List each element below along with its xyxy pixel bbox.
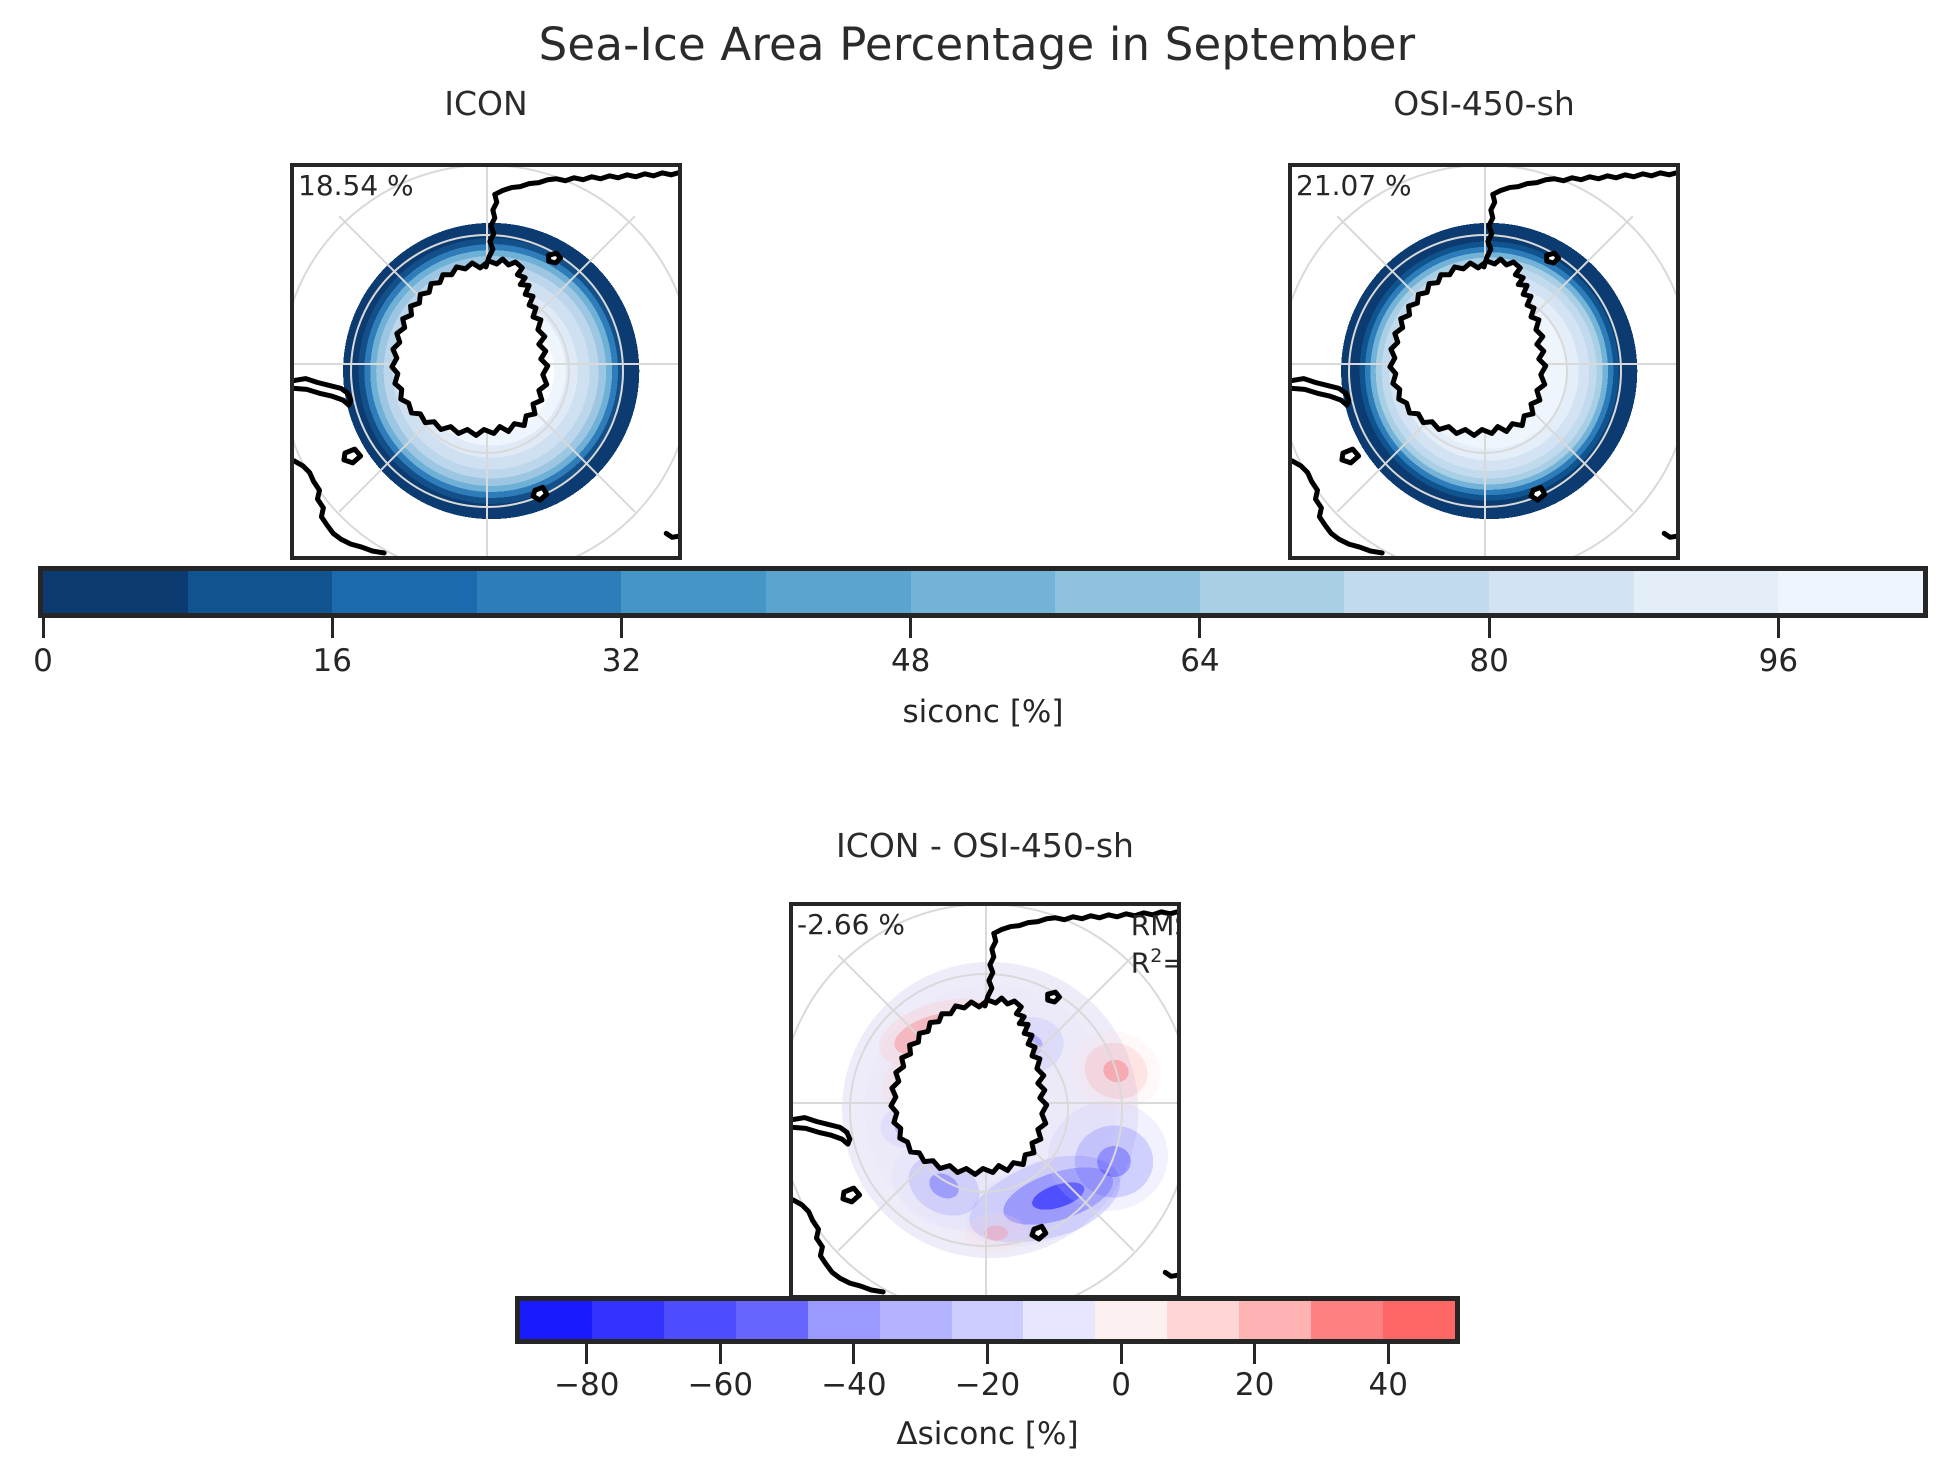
colorbar-tick-5 [1487, 618, 1491, 638]
colorbar-main-title: siconc [%] [902, 694, 1064, 730]
colorbar-tick-5 [1253, 1344, 1257, 1364]
colorbar-tick-label-6: 40 [1368, 1367, 1408, 1403]
colorbar-difference-bands [515, 1296, 1460, 1344]
colorbar-band-8 [1199, 571, 1345, 613]
colorbar-band-0 [43, 571, 188, 613]
colorbar-band-5 [879, 1301, 952, 1339]
colorbar-tick-2 [619, 618, 623, 638]
colorbar-band-6 [951, 1301, 1024, 1339]
r-squared-value: =0.91 [1162, 946, 1177, 979]
colorbar-band-11 [1633, 571, 1779, 613]
colorbar-band-4 [621, 571, 767, 613]
panel-title-model: ICON [444, 84, 528, 123]
colorbar-tick-3 [986, 1344, 989, 1364]
colorbar-main-tick-labels: 0 16 32 48 64 80 96 [33, 643, 1928, 683]
colorbar-tick-label-0: 0 [33, 643, 53, 679]
map-clip-model [294, 167, 678, 556]
colorbar-tick-label-4: 64 [1180, 643, 1220, 679]
colorbar-main-bands [38, 566, 1928, 618]
colorbar-difference-ticks [515, 1344, 1460, 1364]
colorbar-band-8 [1095, 1301, 1168, 1339]
colorbar-band-12 [1778, 571, 1923, 613]
colorbar-difference-tick-labels: −80 −60 −40 −20 0 20 40 [515, 1367, 1460, 1407]
colorbar-tick-label-2: −40 [821, 1367, 887, 1403]
colorbar-band-12 [1383, 1301, 1455, 1339]
colorbar-tick-1 [330, 618, 334, 638]
map-axes-difference[interactable]: -2.66 % RMSE=10.28 % R2=0.91 [789, 902, 1181, 1299]
colorbar-band-1 [591, 1301, 664, 1339]
map-axes-observation[interactable]: 21.07 % [1288, 163, 1680, 560]
coastline-overlay-difference [793, 906, 1177, 1295]
colorbar-band-9 [1167, 1301, 1240, 1339]
panel-title-difference: ICON - OSI-450-sh [836, 826, 1134, 865]
colorbar-tick-4 [1198, 618, 1202, 638]
colorbar-tick-label-1: −60 [687, 1367, 754, 1403]
colorbar-difference-title: Δsiconc [%] [896, 1416, 1079, 1452]
annotation-mean-observation: 21.07 % [1296, 169, 1412, 202]
colorbar-tick-4 [1119, 1344, 1123, 1364]
colorbar-band-0 [520, 1301, 592, 1339]
colorbar-tick-6 [1386, 1344, 1390, 1364]
colorbar-band-3 [476, 571, 622, 613]
colorbar-band-10 [1489, 571, 1634, 613]
colorbar-band-4 [807, 1301, 880, 1339]
colorbar-difference[interactable] [515, 1296, 1460, 1344]
colorbar-tick-2 [852, 1344, 856, 1364]
map-axes-model[interactable]: 18.54 % [290, 163, 682, 560]
annotation-metrics-difference: RMSE=10.28 % R2=0.91 [1130, 908, 1177, 981]
colorbar-tick-label-4: 0 [1111, 1367, 1131, 1403]
colorbar-tick-label-3: −20 [954, 1367, 1021, 1403]
colorbar-main-ticks [38, 618, 1928, 640]
colorbar-tick-label-5: 20 [1234, 1367, 1275, 1403]
annotation-mean-model: 18.54 % [298, 169, 414, 202]
annotation-r-squared: R2=0.91 [1130, 944, 1177, 981]
panel-title-observation: OSI-450-sh [1393, 84, 1575, 123]
colorbar-tick-label-1: 16 [312, 643, 352, 679]
colorbar-band-2 [332, 571, 477, 613]
colorbar-tick-label-2: 32 [601, 643, 642, 679]
colorbar-band-11 [1311, 1301, 1384, 1339]
map-clip-observation [1292, 167, 1676, 556]
coastline-overlay-model [294, 167, 678, 556]
colorbar-tick-label-3: 48 [890, 643, 931, 679]
colorbar-band-3 [735, 1301, 808, 1339]
colorbar-tick-1 [718, 1344, 722, 1364]
coastline-overlay-observation [1292, 167, 1676, 556]
annotation-rmse: RMSE=10.28 % [1130, 909, 1177, 942]
colorbar-band-6 [910, 571, 1056, 613]
colorbar-main[interactable] [38, 566, 1928, 618]
colorbar-tick-label-0: −80 [554, 1367, 620, 1403]
colorbar-band-5 [766, 571, 911, 613]
r-squared-exponent: 2 [1150, 944, 1163, 967]
colorbar-tick-6 [1776, 618, 1780, 638]
colorbar-band-9 [1344, 571, 1490, 613]
colorbar-band-2 [663, 1301, 736, 1339]
colorbar-tick-0 [41, 618, 45, 638]
colorbar-tick-label-6: 96 [1758, 643, 1799, 679]
colorbar-tick-3 [909, 618, 913, 638]
colorbar-band-10 [1239, 1301, 1312, 1339]
colorbar-band-7 [1055, 571, 1200, 613]
colorbar-tick-label-5: 80 [1469, 643, 1509, 679]
colorbar-band-7 [1023, 1301, 1096, 1339]
r-squared-symbol: R [1130, 946, 1151, 980]
annotation-mean-difference: -2.66 % [797, 908, 905, 941]
map-clip-difference [793, 906, 1177, 1295]
colorbar-tick-0 [585, 1344, 589, 1364]
figure-suptitle: Sea-Ice Area Percentage in September [538, 18, 1416, 71]
colorbar-band-1 [187, 571, 333, 613]
